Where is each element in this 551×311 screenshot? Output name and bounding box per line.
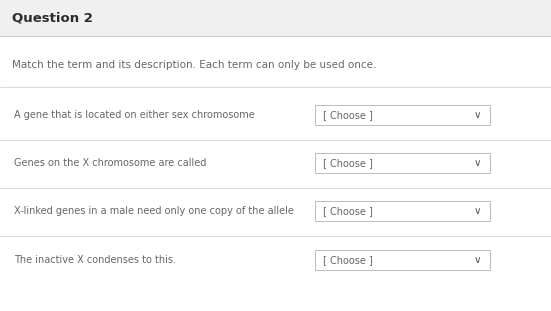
Text: Genes on the X chromosome are called: Genes on the X chromosome are called [14,158,207,168]
Text: ∨: ∨ [473,158,481,168]
Text: A gene that is located on either sex chromosome: A gene that is located on either sex chr… [14,110,255,120]
FancyBboxPatch shape [315,250,490,270]
FancyBboxPatch shape [315,201,490,221]
Text: ∨: ∨ [473,110,481,120]
FancyBboxPatch shape [315,105,490,125]
Text: [ Choose ]: [ Choose ] [323,110,373,120]
Text: Question 2: Question 2 [12,12,93,25]
FancyBboxPatch shape [0,36,551,311]
FancyBboxPatch shape [315,153,490,173]
Text: [ Choose ]: [ Choose ] [323,206,373,216]
Text: ∨: ∨ [473,255,481,265]
Text: [ Choose ]: [ Choose ] [323,255,373,265]
Text: [ Choose ]: [ Choose ] [323,158,373,168]
Text: Match the term and its description. Each term can only be used once.: Match the term and its description. Each… [12,60,376,70]
Text: ∨: ∨ [473,206,481,216]
FancyBboxPatch shape [0,0,551,36]
Text: X-linked genes in a male need only one copy of the allele: X-linked genes in a male need only one c… [14,206,294,216]
Text: The inactive X condenses to this.: The inactive X condenses to this. [14,255,176,265]
